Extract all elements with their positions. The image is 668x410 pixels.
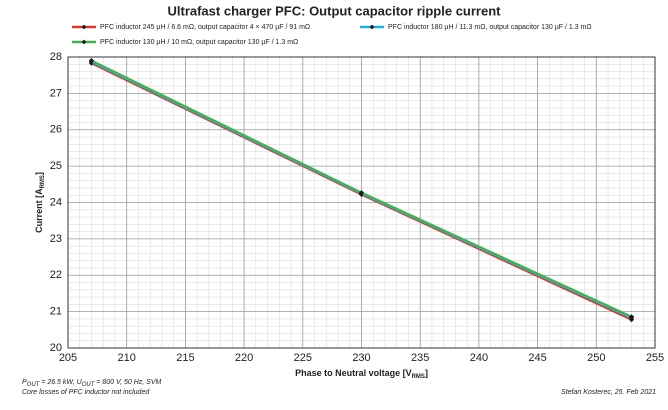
footnote-part: Core losses of PFC inductor not included bbox=[22, 389, 150, 396]
y-tick-label: 21 bbox=[50, 306, 62, 318]
y-tick-label: 23 bbox=[50, 233, 62, 245]
x-tick-label: 255 bbox=[646, 352, 664, 364]
y-tick-label: 27 bbox=[50, 87, 62, 99]
legend-marker bbox=[81, 39, 87, 45]
y-tick-label: 22 bbox=[50, 269, 62, 281]
x-tick-label: 220 bbox=[235, 352, 253, 364]
plot-border bbox=[67, 56, 656, 349]
legend-marker bbox=[81, 24, 87, 30]
x-tick-label: 205 bbox=[59, 352, 77, 364]
y-axis-title: Current [ARMS] bbox=[34, 172, 45, 233]
x-axis-title-part: RMS bbox=[412, 374, 425, 380]
footnote: Core losses of PFC inductor not included bbox=[22, 389, 150, 396]
footnote-part: OUT bbox=[27, 382, 41, 388]
point-marker bbox=[88, 58, 95, 64]
x-tick-label: 245 bbox=[528, 352, 546, 364]
y-tick-label: 25 bbox=[50, 160, 62, 172]
author: Stefan Kosterec, 25. Feb 2021 bbox=[561, 389, 656, 396]
x-axis-title-part: Phase to Neutral voltage [V bbox=[295, 368, 412, 378]
x-axis-title: Phase to Neutral voltage [VRMS] bbox=[295, 368, 428, 379]
x-tick-label: 225 bbox=[294, 352, 312, 364]
x-tick-label: 210 bbox=[118, 352, 136, 364]
point-marker bbox=[358, 190, 365, 196]
y-tick-label: 26 bbox=[50, 124, 62, 136]
chart-title: Ultrafast charger PFC: Output capacitor … bbox=[167, 3, 501, 18]
y-axis-title-part: Current [A bbox=[34, 188, 44, 233]
point-marker bbox=[628, 314, 635, 320]
footnote: POUT = 26.5 kW, UOUT = 800 V, 50 Hz, SVM bbox=[22, 379, 162, 388]
legend-label: PFC inductor 180 µH / 11.3 mΩ, output ca… bbox=[388, 24, 592, 31]
footnote-part: = 800 V, 50 Hz, SVM bbox=[94, 379, 161, 386]
legend-label: PFC inductor 130 µH / 10 mΩ, output capa… bbox=[100, 39, 298, 46]
x-tick-label: 235 bbox=[411, 352, 429, 364]
x-tick-label: 230 bbox=[352, 352, 370, 364]
x-tick-label: 215 bbox=[176, 352, 194, 364]
x-tick-label: 240 bbox=[470, 352, 488, 364]
legend-marker bbox=[369, 24, 375, 30]
footnote-part: OUT bbox=[82, 382, 96, 388]
footnote-part: P bbox=[22, 379, 27, 386]
footnote-part: = 26.5 kW, U bbox=[39, 379, 82, 386]
x-tick-label: 250 bbox=[587, 352, 605, 364]
y-axis-title-part: ] bbox=[34, 172, 44, 175]
legend-label: PFC inductor 245 µH / 6.6 mΩ, output cap… bbox=[100, 24, 310, 31]
y-tick-label: 28 bbox=[50, 51, 62, 63]
y-axis-title-part: RMS bbox=[40, 175, 46, 188]
y-tick-label: 20 bbox=[50, 342, 62, 354]
y-tick-label: 24 bbox=[50, 196, 62, 208]
x-axis-title-part: ] bbox=[425, 368, 428, 378]
